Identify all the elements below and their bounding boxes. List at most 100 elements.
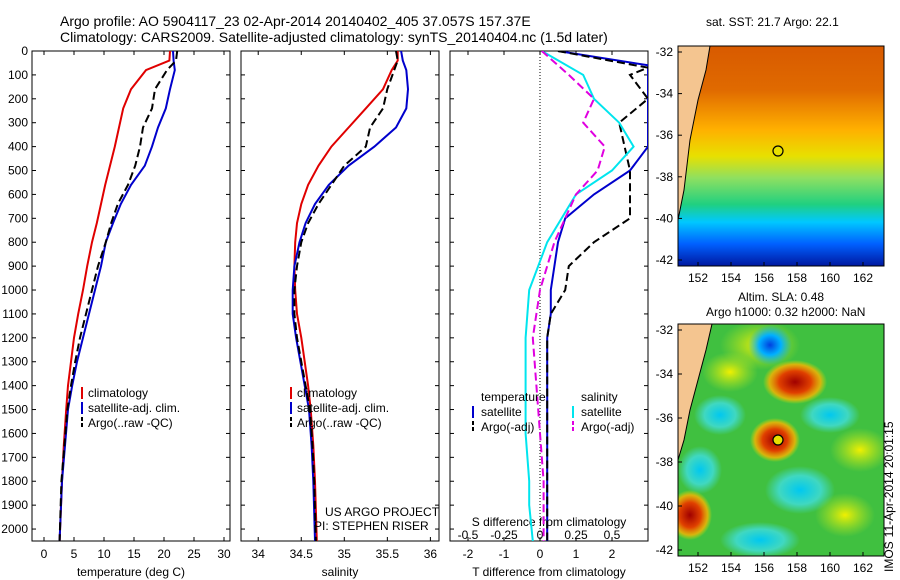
legend-entry: Argo(..raw -QC) — [297, 416, 382, 430]
salinity-series-red — [293, 51, 399, 541]
header-line1: Argo profile: AO 5904117_23 02-Apr-2014 … — [60, 13, 531, 29]
lat-tick-label: -38 — [656, 455, 674, 469]
temperature-frame — [31, 50, 231, 542]
legend-sal-title: salinity — [581, 390, 618, 404]
lat-tick-label: -32 — [656, 45, 674, 59]
depth-tick-label: 200 — [8, 92, 28, 106]
lon-tick-label: 160 — [820, 561, 840, 575]
temperature-panel: 0100200300400500600700800900100011001200… — [1, 44, 231, 579]
depth-tick-label: 100 — [8, 68, 28, 82]
difference-frame — [449, 50, 649, 542]
s-diff-tick-label: 0.25 — [564, 528, 588, 542]
timestamp-text: 11-Apr-2014 20:01:15 — [882, 421, 896, 537]
lat-tick-label: -34 — [656, 367, 674, 381]
difference-xtick-label: 0 — [537, 547, 544, 561]
sst-map-title: sat. SST: 21.7 Argo: 22.1 — [706, 15, 839, 29]
depth-tick-label: 600 — [8, 187, 28, 201]
lat-tick-label: -36 — [656, 128, 674, 142]
timestamp: IMOS 11-Apr-2014 20:01:15 — [882, 421, 896, 572]
temperature-xtick-label: 15 — [127, 547, 141, 561]
legend-temp-title: temperature — [481, 390, 546, 404]
lat-tick-label: -42 — [656, 253, 674, 267]
sla-map-title1: Altim. SLA: 0.48 — [738, 290, 824, 304]
difference-panel: -2 -1 0 1 2 T difference from climatology S di… — [449, 50, 649, 579]
s-diff-tick-label: -0.25 — [490, 528, 518, 542]
lon-tick-label: 156 — [754, 271, 774, 285]
header-line2: Climatology: CARS2009. Satellite-adjuste… — [60, 29, 608, 45]
lat-tick-label: -42 — [656, 543, 674, 557]
depth-tick-label: 900 — [8, 259, 28, 273]
lon-tick-label: 152 — [688, 561, 708, 575]
sla-map-title2: Argo h1000: 0.32 h2000: NaN — [706, 305, 865, 319]
salinity-xtick-label: 35.5 — [376, 547, 400, 561]
depth-tick-label: 2000 — [1, 522, 28, 536]
lon-tick-label: 152 — [688, 271, 708, 285]
legend-entry: satellite-adj. clim. — [297, 401, 389, 415]
lon-tick-label: 160 — [820, 271, 840, 285]
lon-tick-label: 162 — [853, 271, 873, 285]
s-diff-label: S difference from climatology — [472, 515, 627, 529]
lat-tick-label: -38 — [656, 170, 674, 184]
lat-tick-label: -40 — [656, 211, 674, 225]
depth-tick-label: 700 — [8, 211, 28, 225]
temperature-xtick-label: 25 — [187, 547, 201, 561]
difference-series-blue — [546, 51, 648, 541]
temperature-xtick-label: 5 — [71, 547, 78, 561]
temperature-xlabel: temperature (deg C) — [77, 565, 185, 579]
difference-series-magenta — [531, 51, 606, 541]
difference-xtick-label: -2 — [463, 547, 474, 561]
temperature-series-red — [58, 51, 171, 541]
difference-series-cyan — [524, 51, 635, 541]
lon-tick-label: 154 — [721, 271, 741, 285]
legend-temp-entry: Argo(-adj) — [481, 420, 534, 434]
salinity-xtick-label: 34.5 — [290, 547, 314, 561]
lon-tick-label: 158 — [787, 561, 807, 575]
depth-tick-label: 0 — [21, 44, 28, 58]
salinity-panel: 34 34.5 35 35.5 36 salinity climatologysatelli… — [240, 50, 440, 579]
temperature-xtick-label: 30 — [217, 547, 231, 561]
s-diff-tick-label: 0 — [537, 528, 544, 542]
depth-tick-label: 1800 — [1, 474, 28, 488]
argo-location-marker — [772, 145, 784, 157]
salinity-xtick-label: 34 — [252, 547, 266, 561]
lat-tick-label: -40 — [656, 499, 674, 513]
salinity-series-black — [293, 51, 399, 541]
legend-entry: Argo(..raw -QC) — [88, 416, 173, 430]
depth-tick-label: 500 — [8, 164, 28, 178]
legend-sal-entry: Argo(-adj) — [581, 420, 634, 434]
salinity-xlabel: salinity — [322, 565, 359, 579]
difference-xlabel: T difference from climatology — [472, 565, 626, 579]
temperature-xtick-label: 20 — [157, 547, 171, 561]
logo-text: IMOS — [882, 541, 896, 572]
legend-entry: climatology — [297, 386, 357, 400]
lon-tick-label: 156 — [754, 561, 774, 575]
depth-tick-label: 1100 — [2, 307, 28, 321]
difference-xtick-label: -1 — [499, 547, 510, 561]
s-diff-tick-label: 0.5 — [604, 528, 621, 542]
temperature-series-black — [58, 51, 179, 541]
salinity-frame — [240, 50, 440, 542]
argo-location-marker-sla — [772, 434, 784, 446]
depth-tick-label: 1600 — [1, 426, 28, 440]
sla-map: Altim. SLA: 0.48 Argo h1000: 0.32 h2000:… — [656, 290, 885, 575]
temperature-series-blue — [58, 51, 176, 541]
credit-line2: PI: STEPHEN RISER — [314, 519, 429, 533]
land-area — [678, 46, 710, 220]
sst-map: sat. SST: 21.7 Argo: 22.1 -32 -34 -36 -38 -4… — [656, 15, 885, 285]
temperature-xtick-label: 10 — [97, 547, 111, 561]
legend-sal-entry: satellite — [581, 405, 622, 419]
sst-lat-ticks: -32 -34 -36 -38 -40 -42 — [656, 45, 682, 267]
salinity-xtick-label: 36 — [424, 547, 438, 561]
depth-tick-label: 1700 — [1, 450, 28, 464]
lon-tick-label: 162 — [853, 561, 873, 575]
legend-entry: satellite-adj. clim. — [88, 401, 180, 415]
depth-tick-label: 800 — [8, 235, 28, 249]
depth-tick-label: 1200 — [1, 331, 28, 345]
lon-tick-label: 154 — [721, 561, 741, 575]
depth-tick-label: 300 — [8, 116, 28, 130]
credit-line1: US ARGO PROJECT — [325, 505, 440, 519]
difference-xtick-label: 2 — [609, 547, 616, 561]
lat-tick-label: -34 — [656, 87, 674, 101]
legend-temp-entry: satellite — [481, 405, 522, 419]
